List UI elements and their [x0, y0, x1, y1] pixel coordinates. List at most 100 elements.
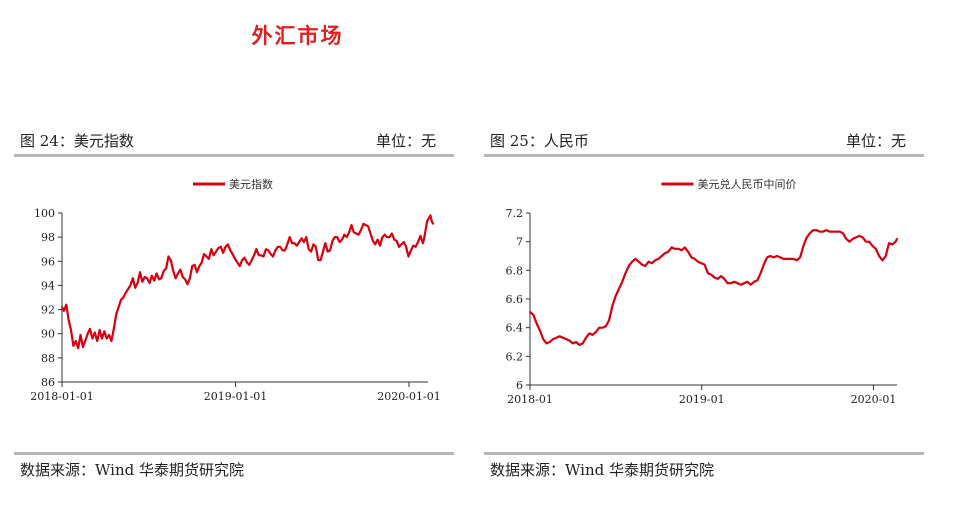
data-point [210, 248, 213, 251]
data-point [108, 334, 110, 336]
data-point [65, 303, 68, 306]
data-point [255, 248, 258, 251]
data-point [181, 276, 184, 278]
data-point [772, 256, 775, 259]
data-point [122, 296, 125, 299]
data-point [360, 229, 362, 231]
data-point [848, 240, 851, 243]
data-point [664, 252, 666, 254]
data-point [621, 280, 624, 283]
data-point [697, 260, 699, 263]
data-point [91, 337, 94, 340]
data-point [246, 261, 248, 264]
data-point [414, 245, 417, 248]
data-point [657, 258, 660, 260]
data-point [291, 242, 293, 245]
data-point [700, 262, 703, 265]
data-point [217, 247, 220, 249]
data-point [845, 237, 848, 240]
data-point [153, 279, 156, 282]
data-point [842, 232, 844, 234]
data-point [312, 243, 315, 246]
data-point [70, 329, 72, 331]
data-point [79, 334, 82, 336]
data-point [298, 241, 301, 243]
data-point [874, 247, 877, 250]
figure-title: 图 25：人民币 [490, 132, 589, 150]
data-point [888, 242, 890, 244]
footer-divider [484, 452, 924, 455]
data-point [141, 280, 144, 283]
data-point [667, 250, 670, 253]
data-point [552, 338, 554, 340]
data-point [670, 246, 673, 249]
data-point [398, 245, 400, 248]
data-point [212, 254, 215, 257]
data-point [265, 248, 267, 251]
data-point [430, 220, 433, 223]
data-point [428, 216, 430, 219]
data-point [641, 263, 643, 266]
data-point [155, 272, 158, 275]
data-point [690, 256, 693, 259]
data-point [818, 230, 821, 233]
data-point [372, 239, 374, 242]
data-point [317, 259, 320, 261]
y-tick-label: 6 [516, 379, 523, 392]
data-point [343, 233, 346, 236]
data-point [743, 282, 745, 285]
data-point [402, 241, 405, 243]
data-point [143, 276, 146, 278]
data-point [766, 256, 768, 259]
data-point [558, 335, 561, 338]
data-point [362, 223, 365, 225]
data-point [683, 246, 686, 249]
data-point [555, 336, 558, 339]
data-point [835, 230, 838, 233]
data-point [314, 245, 317, 248]
data-point [720, 275, 722, 277]
data-point [624, 272, 627, 275]
data-point [193, 264, 196, 266]
data-point [376, 238, 379, 241]
data-point [578, 344, 581, 346]
data-point [236, 261, 239, 264]
data-point [61, 306, 63, 309]
data-point [257, 254, 260, 257]
x-tick-label: 2020-01-01 [377, 390, 440, 403]
data-point [529, 311, 531, 313]
data-point [786, 258, 788, 260]
data-point [710, 273, 712, 276]
data-point [74, 340, 77, 342]
data-point [703, 263, 706, 266]
data-point [167, 255, 170, 258]
data-point [423, 237, 426, 240]
data-point [562, 336, 564, 339]
figure-source: 数据来源：Wind 华泰期货研究院 [490, 461, 714, 479]
figure-unit: 单位：无 [845, 132, 906, 150]
header-divider [484, 154, 924, 157]
data-point [284, 249, 286, 252]
data-point [177, 272, 179, 275]
data-point [779, 256, 782, 259]
data-point [730, 282, 732, 285]
data-point [350, 224, 353, 226]
data-point [726, 282, 729, 285]
data-point [191, 265, 194, 267]
data-point [417, 241, 419, 243]
data-point [77, 347, 80, 350]
series-line [529, 229, 898, 346]
data-point [165, 267, 168, 270]
data-point [548, 341, 551, 343]
data-point [736, 282, 739, 285]
data-point [383, 233, 386, 236]
data-point [331, 239, 334, 242]
data-point [120, 299, 122, 301]
x-tick-label: 2019-01-01 [204, 390, 267, 403]
data-point [131, 277, 134, 280]
header-divider [14, 154, 454, 157]
data-point [326, 250, 329, 253]
data-point [651, 262, 653, 265]
data-point [184, 278, 187, 281]
y-tick-label: 7 [516, 236, 523, 249]
